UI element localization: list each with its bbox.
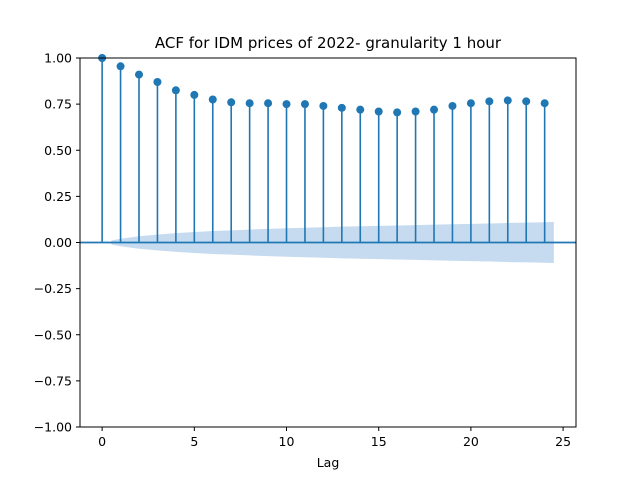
acf-point (227, 98, 236, 107)
y-tick-label: −0.25 (34, 281, 72, 296)
acf-point (116, 62, 125, 71)
y-tick-label: −0.50 (34, 327, 72, 342)
acf-point (190, 90, 199, 99)
y-tick-label: 0.00 (44, 235, 72, 250)
acf-point (135, 70, 144, 79)
acf-point (319, 101, 328, 110)
x-tick-label: 0 (98, 434, 106, 449)
acf-point (282, 100, 291, 109)
y-tick-label: 0.50 (44, 143, 72, 158)
y-tick-label: −0.75 (34, 373, 72, 388)
y-tick-label: 1.00 (44, 51, 72, 66)
acf-point (430, 105, 439, 114)
acf-point (245, 99, 254, 108)
acf-point (393, 108, 402, 117)
y-axis: −1.00 −0.75 −0.50 −0.25 0.00 0.25 0.50 0.75 1.00 (34, 51, 80, 435)
x-tick-label: 10 (279, 434, 295, 449)
acf-point (300, 100, 309, 109)
chart-title: ACF for IDM prices of 2022- granularity … (155, 34, 502, 52)
acf-point (411, 107, 420, 116)
acf-point (153, 77, 162, 86)
acf-point (171, 86, 180, 95)
plot-area (79, 54, 577, 428)
x-tick-label: 15 (371, 434, 387, 449)
acf-point (448, 101, 457, 110)
y-tick-label: 0.25 (44, 189, 72, 204)
acf-point (466, 99, 475, 108)
x-tick-label: 5 (190, 434, 198, 449)
x-tick-label: 25 (555, 434, 571, 449)
acf-point (485, 97, 494, 106)
acf-point (356, 105, 365, 114)
acf-point (522, 97, 531, 106)
x-tick-label: 20 (463, 434, 479, 449)
acf-point (540, 99, 549, 108)
x-axis: 0 5 10 15 20 25 (98, 427, 571, 449)
acf-point (337, 103, 346, 112)
acf-point (264, 99, 273, 108)
y-tick-label: 0.75 (44, 97, 72, 112)
acf-point (503, 96, 512, 105)
acf-point (374, 107, 383, 116)
y-tick-label: −1.00 (34, 420, 72, 435)
acf-point (208, 95, 217, 104)
x-axis-label: Lag (317, 455, 340, 470)
